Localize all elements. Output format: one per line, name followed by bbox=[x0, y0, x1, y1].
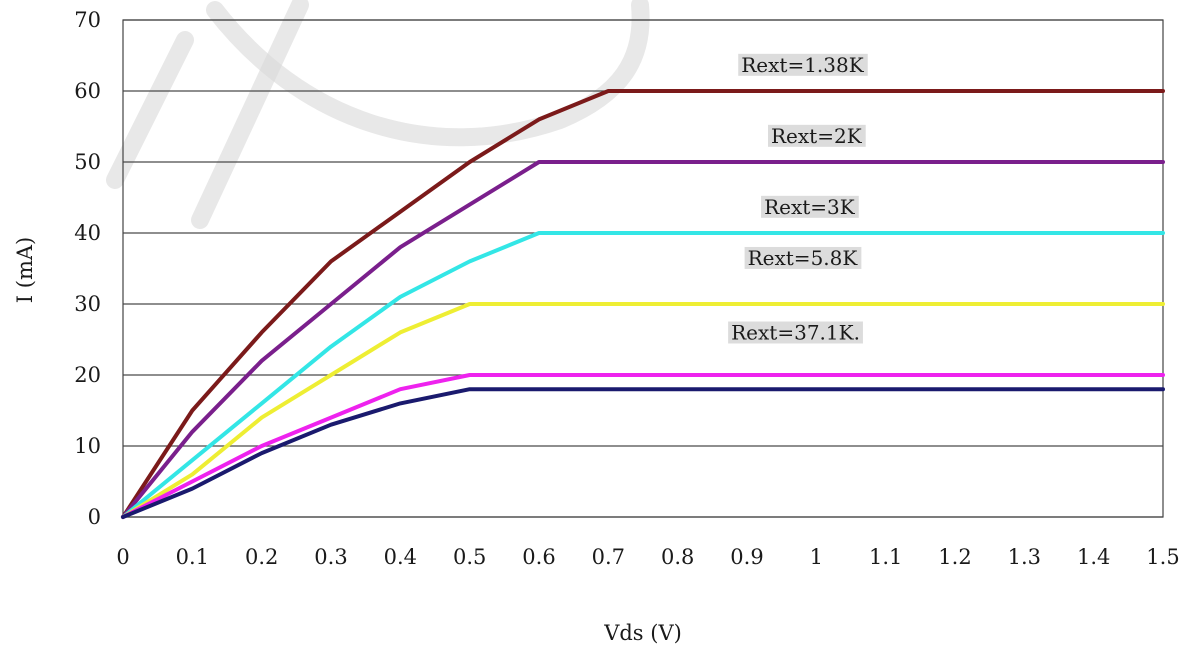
y-tick-labels: 0 10 20 30 40 50 60 70 bbox=[74, 8, 101, 529]
series-label-background bbox=[728, 321, 863, 344]
series-label: Rext=1.38K bbox=[738, 53, 868, 77]
x-tick-label: 1.2 bbox=[938, 545, 971, 569]
x-tick-label: 0.7 bbox=[592, 545, 625, 569]
x-tick-label: 1.4 bbox=[1077, 545, 1110, 569]
x-tick-label: 1.5 bbox=[1146, 545, 1179, 569]
y-tick-label: 30 bbox=[74, 292, 101, 316]
series-label: Rext=2K bbox=[768, 124, 866, 148]
series-label: Rext=3K bbox=[761, 195, 859, 219]
series-line bbox=[121, 373, 1165, 519]
series-label-text: Rext=1.38K bbox=[741, 53, 865, 77]
x-axis-title: Vds (V) bbox=[603, 621, 682, 645]
x-tick-label: 0 bbox=[116, 545, 129, 569]
series-label: Rext=5.8K bbox=[744, 246, 862, 270]
series-line bbox=[121, 302, 1165, 519]
series-lines bbox=[121, 89, 1165, 519]
x-tick-label: 1.3 bbox=[1008, 545, 1041, 569]
series-label-background bbox=[768, 124, 866, 147]
series-label-text: Rext=37.1K. bbox=[731, 321, 860, 345]
y-tick-label: 20 bbox=[74, 363, 101, 387]
series-label-background bbox=[738, 53, 868, 76]
series-line bbox=[121, 160, 1165, 519]
y-tick-label: 40 bbox=[74, 221, 101, 245]
series-label-background bbox=[761, 195, 859, 218]
series-line bbox=[121, 231, 1165, 519]
x-tick-label: 0.4 bbox=[384, 545, 417, 569]
series-labels: Rext=1.38K Rext=2K Rext=3K Rext=5.8K Rext=37… bbox=[728, 53, 868, 345]
watermark bbox=[106, 0, 650, 229]
x-tick-label: 0.6 bbox=[522, 545, 555, 569]
y-tick-label: 10 bbox=[74, 434, 101, 458]
x-tick-labels: 0 0.1 0.2 0.3 0.4 0.5 0.6 0.7 0.8 0.9 1 1.1 1.2 1.3 1.… bbox=[116, 545, 1179, 569]
gridlines bbox=[123, 19, 1163, 518]
series-line bbox=[121, 387, 1165, 519]
series-label: Rext=37.1K. bbox=[728, 321, 863, 345]
y-tick-label: 60 bbox=[74, 79, 101, 103]
x-tick-label: 0.2 bbox=[245, 545, 278, 569]
y-tick-label: 0 bbox=[88, 505, 101, 529]
x-tick-label: 0.1 bbox=[176, 545, 209, 569]
x-tick-label: 0.3 bbox=[314, 545, 347, 569]
y-axis-title: I (mA) bbox=[13, 237, 37, 303]
y-tick-label: 70 bbox=[74, 8, 101, 32]
x-tick-label: 0.9 bbox=[730, 545, 763, 569]
series-label-text: Rext=3K bbox=[764, 195, 856, 219]
x-tick-label: 1.1 bbox=[869, 545, 902, 569]
series-label-text: Rext=5.8K bbox=[748, 246, 859, 270]
series-line bbox=[121, 89, 1165, 519]
series-label-background bbox=[744, 246, 862, 269]
x-tick-label: 0.5 bbox=[453, 545, 486, 569]
series-label-text: Rext=2K bbox=[771, 124, 863, 148]
y-tick-label: 50 bbox=[74, 150, 101, 174]
x-tick-label: 0.8 bbox=[661, 545, 694, 569]
x-tick-label: 1 bbox=[810, 545, 823, 569]
plot-frame bbox=[122, 19, 1164, 518]
